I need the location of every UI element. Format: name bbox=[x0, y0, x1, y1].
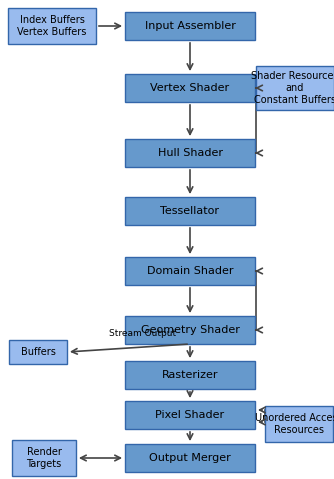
FancyBboxPatch shape bbox=[125, 444, 255, 472]
FancyBboxPatch shape bbox=[125, 197, 255, 225]
FancyBboxPatch shape bbox=[125, 257, 255, 285]
FancyBboxPatch shape bbox=[12, 440, 76, 476]
Text: Unordered Access
Resources: Unordered Access Resources bbox=[255, 413, 334, 435]
FancyBboxPatch shape bbox=[8, 8, 96, 44]
Text: Geometry Shader: Geometry Shader bbox=[141, 325, 239, 335]
FancyBboxPatch shape bbox=[256, 66, 334, 110]
Text: Vertex Shader: Vertex Shader bbox=[150, 83, 229, 93]
Text: Rasterizer: Rasterizer bbox=[162, 370, 218, 380]
Text: Render
Targets: Render Targets bbox=[26, 447, 62, 469]
FancyBboxPatch shape bbox=[265, 406, 333, 442]
Text: Buffers: Buffers bbox=[21, 347, 55, 357]
FancyBboxPatch shape bbox=[9, 340, 67, 364]
FancyBboxPatch shape bbox=[125, 316, 255, 344]
FancyBboxPatch shape bbox=[125, 401, 255, 429]
Text: Shader Resources
and
Constant Buffers: Shader Resources and Constant Buffers bbox=[251, 71, 334, 104]
Text: Index Buffers
Vertex Buffers: Index Buffers Vertex Buffers bbox=[17, 15, 87, 37]
Text: Input Assembler: Input Assembler bbox=[145, 21, 235, 31]
Text: Hull Shader: Hull Shader bbox=[158, 148, 222, 158]
FancyBboxPatch shape bbox=[125, 361, 255, 389]
FancyBboxPatch shape bbox=[125, 139, 255, 167]
FancyBboxPatch shape bbox=[125, 12, 255, 40]
Text: Domain Shader: Domain Shader bbox=[147, 266, 233, 276]
Text: Pixel Shader: Pixel Shader bbox=[155, 410, 224, 420]
FancyBboxPatch shape bbox=[125, 74, 255, 102]
Text: Tessellator: Tessellator bbox=[161, 206, 219, 216]
Text: Stream Output: Stream Output bbox=[110, 329, 177, 338]
Text: Output Merger: Output Merger bbox=[149, 453, 231, 463]
